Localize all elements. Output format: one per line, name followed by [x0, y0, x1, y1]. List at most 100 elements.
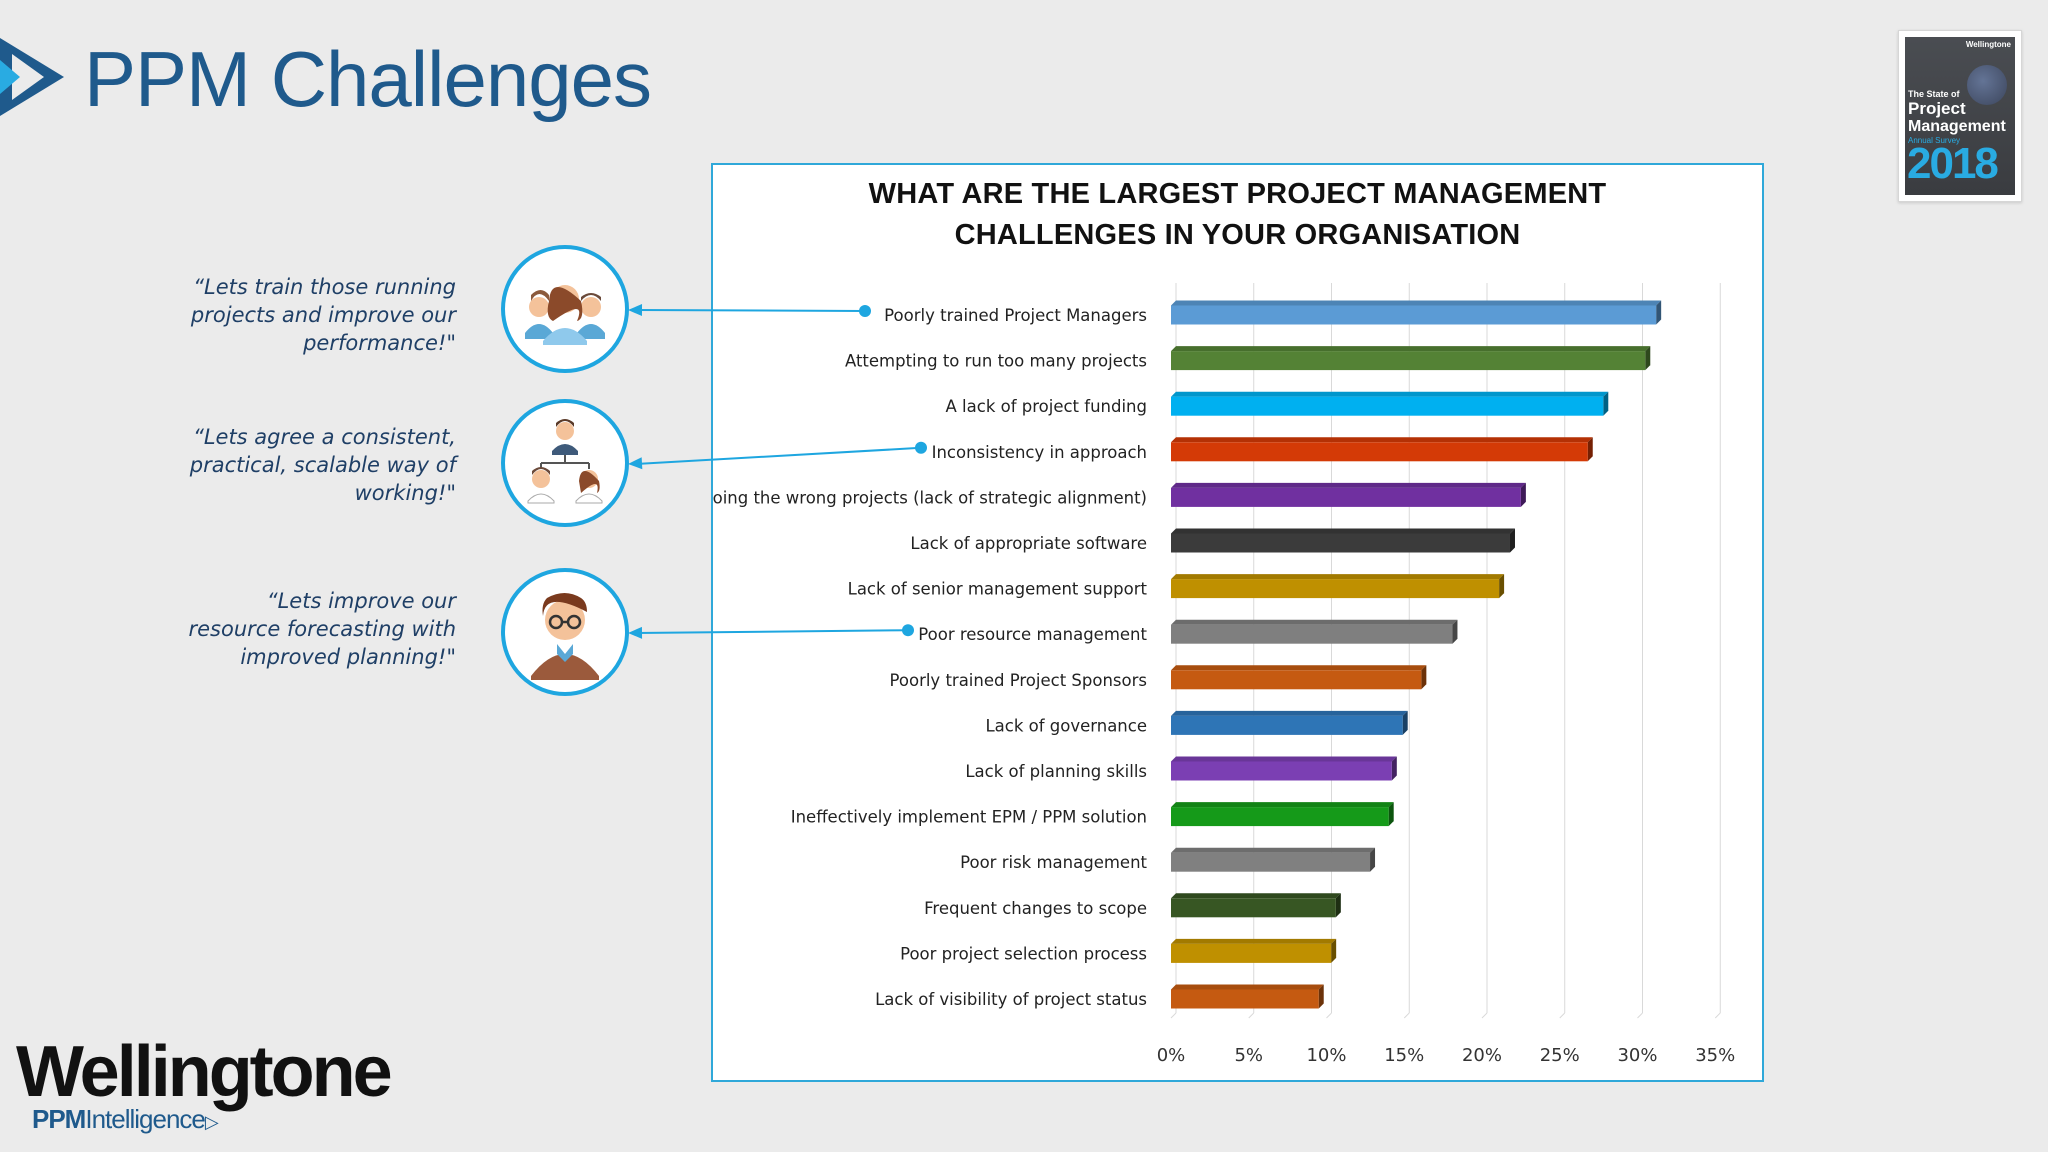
bar-top — [1171, 847, 1376, 853]
x-tick-label: 25% — [1540, 1045, 1580, 1066]
category-label: Lack of governance — [985, 716, 1147, 735]
bar-top — [1171, 619, 1458, 625]
person-with-glasses-icon — [501, 568, 629, 696]
quote-line: performance!" — [303, 331, 456, 355]
bar-side — [1587, 437, 1593, 462]
chart-title-line2: CHALLENGES IN YOUR ORGANISATION — [954, 219, 1521, 251]
x-tick-label: 15% — [1384, 1045, 1424, 1066]
bar-side — [1391, 756, 1397, 781]
cover-year: 2018 — [1907, 139, 1999, 188]
bar-side — [1402, 710, 1408, 735]
bar-side — [1645, 346, 1651, 371]
quote-training: “Lets train those running projects and i… — [156, 273, 456, 357]
x-tick-label: 20% — [1462, 1045, 1502, 1066]
bar-side — [1388, 802, 1394, 827]
quote-line: “Lets train those running — [193, 275, 456, 299]
quote-line: improved planning!" — [240, 645, 456, 669]
quote-resource: “Lets improve our resource forecasting w… — [156, 587, 456, 671]
category-label: Attempting to run too many projects — [845, 352, 1147, 371]
gridline-foot — [1559, 1012, 1566, 1019]
gridline-foot — [1637, 1012, 1643, 1019]
quote-line: working!" — [354, 481, 456, 505]
quote-line: “Lets improve our — [266, 589, 456, 613]
bar-side — [1452, 619, 1458, 644]
category-label: Poorly trained Project Sponsors — [890, 671, 1147, 690]
bar — [1171, 487, 1521, 507]
bar-side — [1603, 391, 1609, 416]
bar-chart: 0% 5% 10% 15% 20% 25% 30% 35% Poorly trained Pro… — [713, 283, 1735, 1066]
category-label: Poor risk management — [960, 853, 1147, 872]
bar — [1171, 898, 1336, 918]
quote-consistency: “Lets agree a consistent, practical, sca… — [156, 423, 456, 507]
report-cover-thumbnail: Wellingtone The State of Project Managem… — [1898, 30, 2022, 202]
footer-logo: Wellingtone — [16, 1032, 393, 1112]
bar-side — [1421, 665, 1427, 690]
bar-side — [1509, 528, 1515, 553]
bar — [1171, 761, 1392, 781]
bar — [1171, 533, 1510, 553]
bar — [1171, 807, 1389, 827]
bar-side — [1331, 938, 1337, 963]
bar-side — [1370, 847, 1376, 872]
category-label: Lack of visibility of project status — [875, 990, 1147, 1009]
bar-side — [1520, 482, 1526, 507]
bar — [1171, 442, 1588, 462]
bar-side — [1499, 574, 1505, 599]
bar-top — [1171, 574, 1505, 580]
cover-line3: Management — [1908, 118, 2006, 135]
connector-arrowhead — [628, 457, 643, 470]
bar-top — [1171, 984, 1324, 990]
team-group-icon — [501, 245, 629, 373]
bar-top — [1171, 665, 1427, 671]
bar-top — [1171, 346, 1651, 352]
cover-line1: The State of — [1908, 89, 1960, 99]
x-tick-label: 30% — [1617, 1045, 1657, 1066]
bar — [1171, 943, 1332, 963]
chart-container: WHAT ARE THE LARGEST PROJECT MANAGEMENT … — [711, 163, 1764, 1082]
bar-top — [1171, 938, 1337, 944]
quote-line: “Lets agree a consistent, — [192, 425, 456, 449]
bar-side — [1318, 984, 1324, 1009]
bar — [1171, 989, 1319, 1009]
bar-top — [1171, 802, 1394, 808]
bar — [1171, 670, 1422, 690]
category-label: Lack of senior management support — [848, 580, 1148, 599]
x-tick-label: 0% — [1157, 1045, 1186, 1066]
brand-arrow-icon — [0, 38, 64, 116]
footer-tagline-bold: PPM — [32, 1104, 86, 1134]
category-label: Poor resource management — [918, 625, 1147, 644]
bar-top — [1171, 528, 1515, 534]
cover-brand: Wellingtone — [1965, 40, 2011, 49]
bar — [1171, 351, 1646, 371]
bar-top — [1171, 756, 1397, 762]
bar-top — [1171, 300, 1662, 306]
bar — [1171, 852, 1371, 872]
bar-top — [1171, 710, 1408, 716]
org-hierarchy-icon — [501, 399, 629, 527]
page-title: PPM Challenges — [84, 35, 652, 123]
category-label: Poorly trained Project Managers — [884, 306, 1147, 325]
cover-line2: Project — [1908, 99, 1966, 118]
globe-image — [1967, 65, 2007, 105]
category-label: A lack of project funding — [946, 397, 1147, 416]
category-label: Ineffectively implement EPM / PPM soluti… — [791, 808, 1147, 827]
footer-tagline-rest: Intelligence — [85, 1104, 206, 1134]
gridline-foot — [1403, 1012, 1410, 1019]
gridline-foot — [1714, 1012, 1721, 1019]
bar-top — [1171, 893, 1341, 899]
bar — [1171, 579, 1500, 599]
category-label: Lack of planning skills — [965, 762, 1147, 781]
bar-top — [1171, 482, 1526, 488]
bar — [1171, 715, 1403, 735]
category-label: Lack of appropriate software — [910, 534, 1147, 553]
x-tick-label: 35% — [1695, 1045, 1735, 1066]
footer-tagline: PPMIntelligence▷ — [32, 1104, 219, 1135]
gridline-foot — [1326, 1012, 1332, 1019]
bar-side — [1656, 300, 1662, 325]
connector-arrowhead — [628, 626, 643, 639]
bar — [1171, 396, 1604, 416]
play-arrow-icon: ▷ — [204, 1112, 219, 1132]
cover-line4: Annual Survey — [1908, 136, 1961, 145]
gridline-foot — [1481, 1012, 1488, 1019]
quote-line: resource forecasting with — [188, 617, 456, 641]
